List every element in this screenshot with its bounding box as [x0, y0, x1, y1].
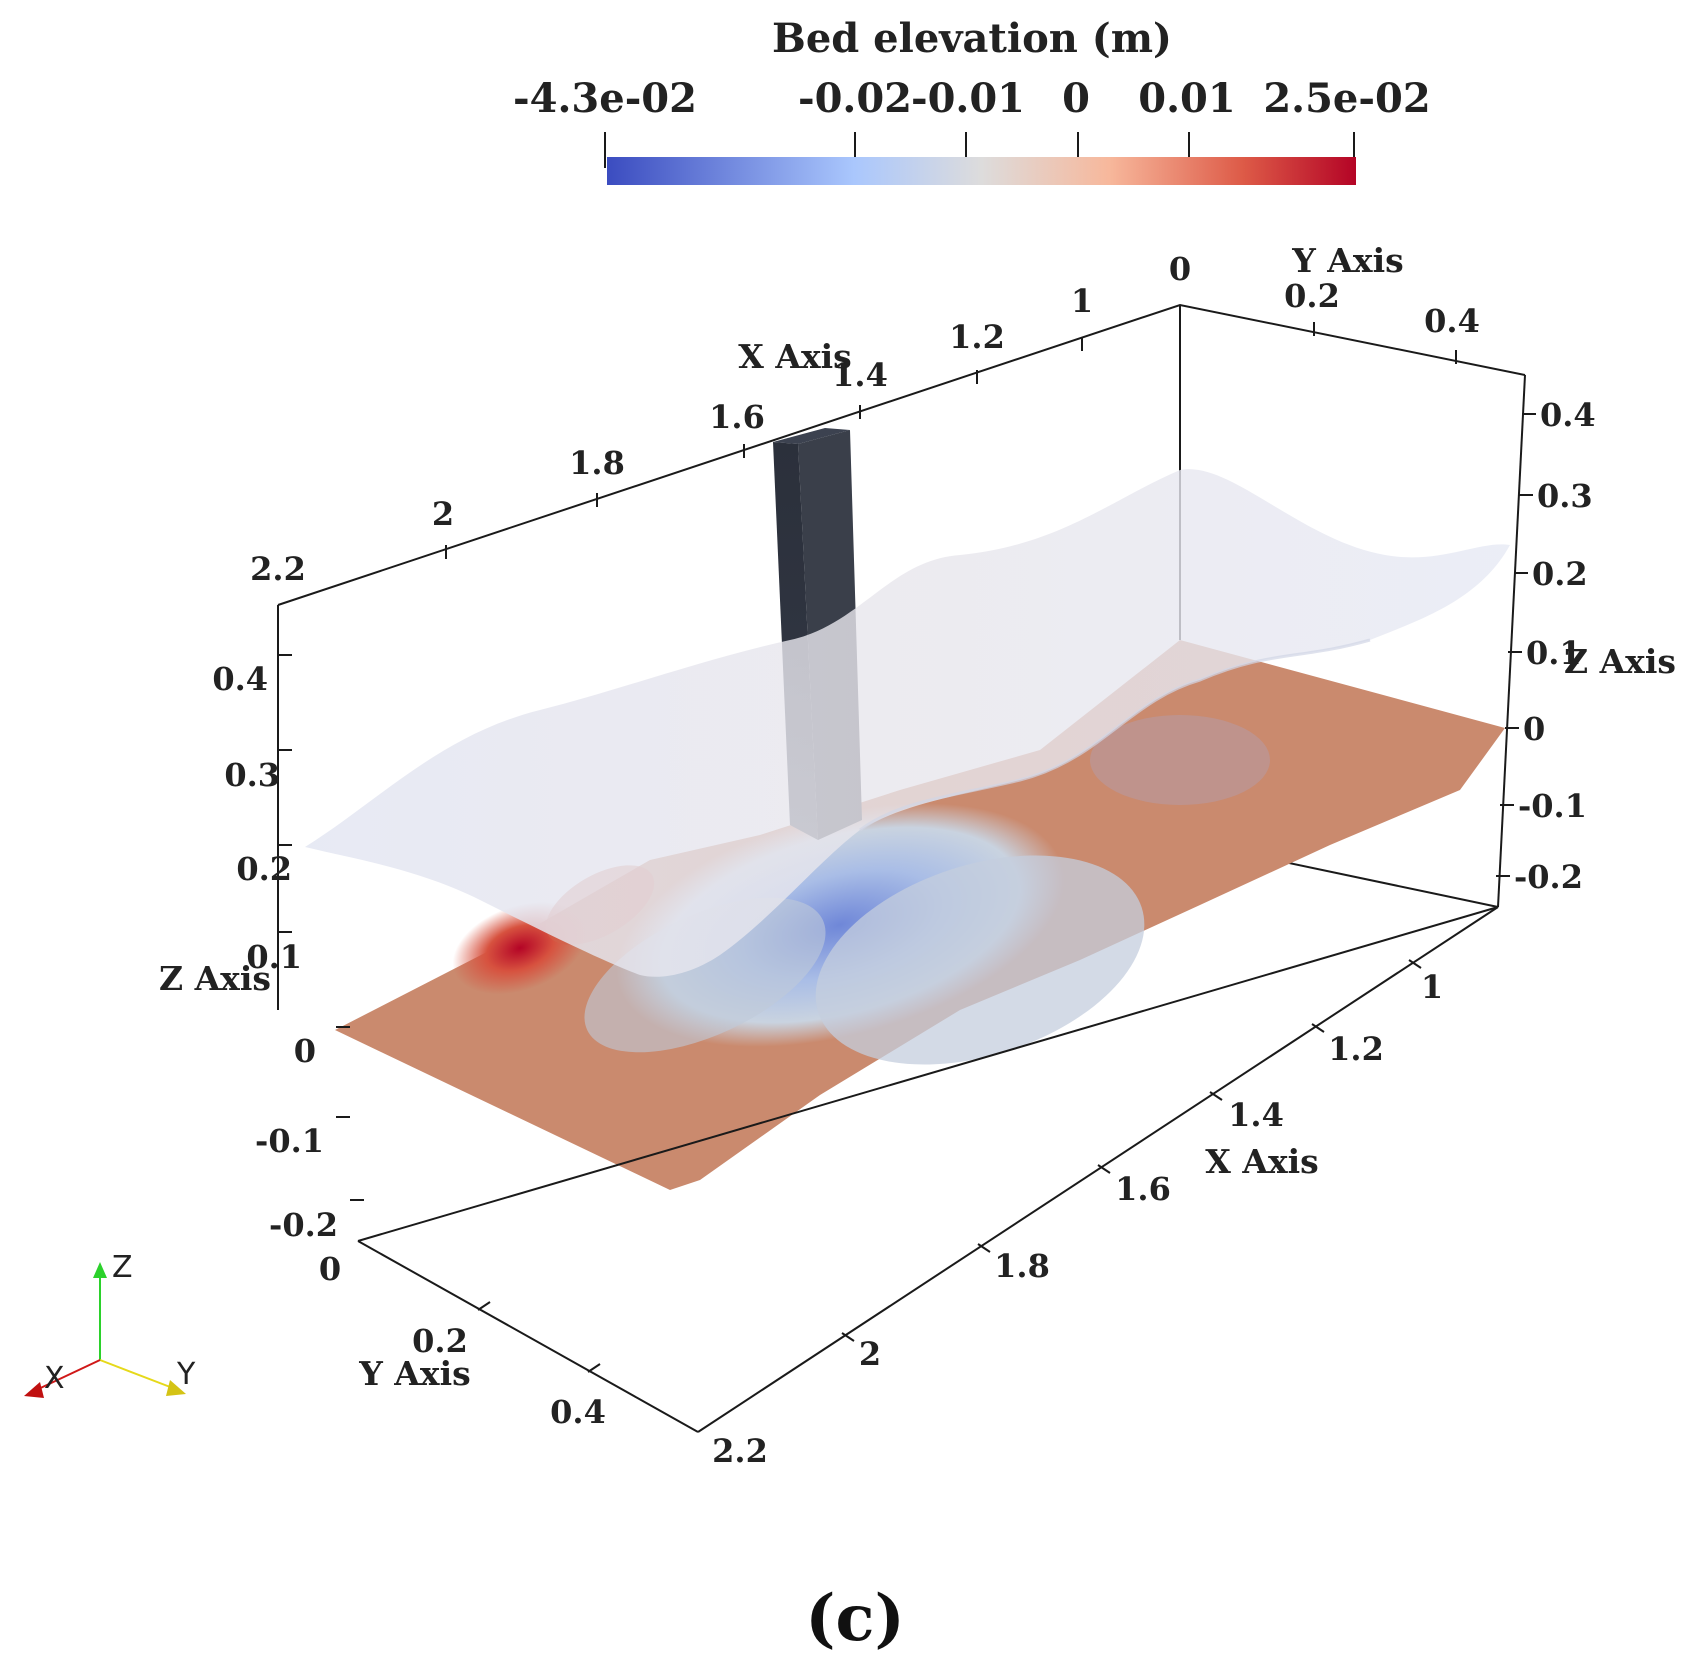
z-tick-label: 0.3 — [1537, 477, 1593, 515]
x-tick-label: 1.2 — [1328, 1030, 1384, 1068]
z-tick-label: 0.2 — [1532, 555, 1588, 593]
x-tick-label: 1.4 — [1228, 1096, 1284, 1134]
x-axis-title-back: X Axis — [738, 337, 852, 376]
colorbar-tick-marks — [604, 132, 1355, 168]
colorbar-tick-label: 2.5e-02 — [1263, 75, 1430, 122]
x-axis-title-front: X Axis — [1205, 1142, 1319, 1181]
z-tick-label: 0.1 — [246, 938, 302, 976]
z-tick-label: 0 — [294, 1032, 316, 1070]
z-tick-label: 0.2 — [236, 850, 292, 888]
x-axis-back-labels: 1 1.2 1.4 1.6 1.8 2 2.2 X Axis — [250, 282, 1093, 588]
z-axis-left-labels: 0.4 0.3 0.2 0.1 0 -0.1 -0.2 Z Axis — [159, 660, 338, 1244]
water-surface — [305, 469, 1510, 977]
colorbar-gradient — [607, 157, 1356, 185]
y-tick-label: 0 — [1169, 250, 1191, 288]
colorbar-tick-label: -0.02 — [798, 75, 912, 122]
colorbar-tick-label: 0 — [1062, 75, 1090, 122]
orientation-triad: Z Y X — [24, 1250, 196, 1398]
y-axis-title-back: Y Axis — [1291, 241, 1403, 280]
z-axis-right-labels: 0.4 0.3 0.2 0.1 0 -0.1 -0.2 Z Axis — [1514, 396, 1676, 896]
colorbar-title: Bed elevation (m) — [772, 15, 1172, 62]
colorbar-tick-label: -4.3e-02 — [513, 75, 697, 122]
y-tick-label: 0.4 — [1424, 302, 1480, 340]
z-tick-label: 0.4 — [1540, 396, 1596, 434]
axis-tick-marks — [278, 322, 1536, 1373]
z-tick-label: -0.1 — [1518, 787, 1587, 825]
x-axis-front-labels: 1 1.2 1.4 1.6 1.8 2 2.2 X Axis — [712, 968, 1443, 1470]
y-tick-label: 0 — [319, 1250, 341, 1288]
x-tick-label: 1.2 — [949, 318, 1005, 356]
axes-frame-front — [357, 906, 1499, 1433]
z-tick-label: 0.1 — [1526, 634, 1582, 672]
x-tick-label: 1 — [1421, 968, 1443, 1006]
y-arrow-icon — [166, 1380, 186, 1396]
z-axis-title-right: Z Axis — [1564, 642, 1676, 681]
y-tick-label: 0.4 — [550, 1393, 606, 1431]
x-tick-label: 2.2 — [712, 1432, 768, 1470]
triad-label-y: Y — [176, 1357, 196, 1392]
z-arrow-icon — [93, 1262, 107, 1278]
colorbar-tick-label: -0.01 — [911, 75, 1025, 122]
colorbar: Bed elevation (m) -4.3e-02 -0.02 -0.01 0… — [513, 15, 1431, 185]
z-tick-label: 0 — [1523, 710, 1545, 748]
y-axis-front-labels: 0 0.2 0.4 Y Axis — [319, 1250, 606, 1431]
x-tick-label: 1.8 — [569, 444, 625, 482]
z-tick-label: -0.2 — [269, 1206, 338, 1244]
y-axis-title-front: Y Axis — [358, 1354, 470, 1393]
y-tick-label: 0.2 — [1284, 277, 1340, 315]
z-tick-label: -0.2 — [1514, 858, 1583, 896]
z-tick-label: 0.4 — [212, 660, 268, 698]
z-tick-label: 0.3 — [224, 756, 280, 794]
x-arrow-icon — [24, 1382, 44, 1398]
figure-caption: (c) — [805, 1581, 905, 1656]
y-tick-label: 0.2 — [412, 1322, 468, 1360]
x-tick-label: 1.4 — [832, 356, 888, 394]
x-tick-label: 1 — [1071, 282, 1093, 320]
colorbar-tick-label: 0.01 — [1138, 75, 1235, 122]
z-axis-title-left: Z Axis — [159, 959, 271, 998]
z-tick-label: -0.1 — [255, 1122, 324, 1160]
x-tick-label: 1.6 — [709, 398, 765, 436]
triad-label-z: Z — [112, 1250, 133, 1285]
x-tick-label: 2 — [859, 1335, 881, 1373]
triad-label-x: X — [44, 1361, 65, 1396]
x-tick-label: 1.6 — [1115, 1170, 1171, 1208]
x-tick-label: 2.2 — [250, 550, 306, 588]
y-axis-back-labels: 0 0.2 0.4 Y Axis — [1169, 241, 1480, 340]
x-tick-label: 1.8 — [994, 1247, 1050, 1285]
x-tick-label: 2 — [432, 495, 454, 533]
